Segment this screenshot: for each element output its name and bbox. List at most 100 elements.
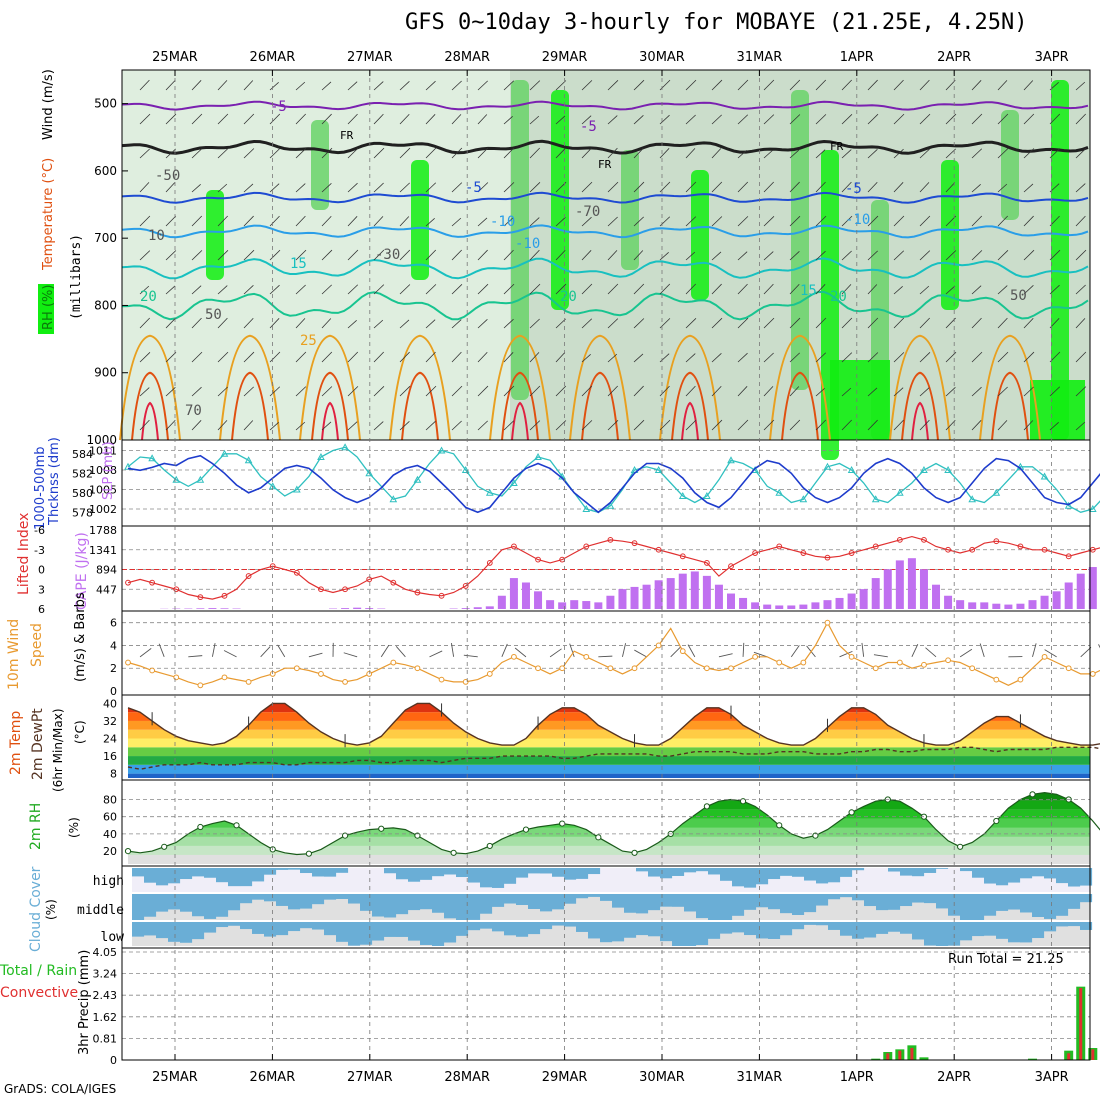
slp-point xyxy=(799,495,808,503)
cloud-bar xyxy=(576,922,589,932)
wind-speed-point xyxy=(438,676,445,683)
cloud-bar xyxy=(984,922,997,936)
cloud-bar xyxy=(240,922,253,930)
cloud-bar xyxy=(780,922,793,936)
cloud-bar xyxy=(1080,894,1093,903)
wind-barb xyxy=(501,643,508,658)
temperature-axis-label: Temperature (°C) xyxy=(41,158,56,271)
wind-barb xyxy=(997,215,1008,227)
wind-barb xyxy=(789,283,800,295)
cloud-bar xyxy=(300,868,313,874)
wind-barb xyxy=(191,420,202,431)
wind-barb xyxy=(425,147,437,159)
wind-barb xyxy=(429,650,443,658)
wind-barb xyxy=(399,182,410,193)
wind-barb xyxy=(165,250,177,261)
wind-barb xyxy=(763,283,774,295)
wind-barb xyxy=(321,147,333,159)
wind-barb xyxy=(867,79,878,91)
cloud-bar xyxy=(192,922,205,940)
lifted-index-point xyxy=(993,538,1000,545)
rh2-point xyxy=(993,817,1000,825)
wind-barb xyxy=(919,215,931,227)
cloud-bar xyxy=(276,922,289,936)
cloud-bar xyxy=(408,894,421,911)
wind-barb xyxy=(477,351,488,363)
wind-barb xyxy=(867,250,878,261)
cape-bar xyxy=(883,569,892,609)
wind-barb xyxy=(945,387,956,397)
date-label-top: 27MAR xyxy=(347,50,393,65)
temp-contour-minus5 xyxy=(121,100,1089,111)
cloud-bar xyxy=(744,922,757,936)
cape-bar xyxy=(365,608,374,609)
wind-barb xyxy=(997,351,1009,363)
wind-speed-point xyxy=(583,653,590,660)
wind-barb xyxy=(139,182,150,193)
freezing-level-contour xyxy=(121,139,1089,155)
wind-barb xyxy=(451,114,462,125)
cloud-bar xyxy=(780,894,793,914)
wind-barb xyxy=(1023,148,1035,159)
wind-barb xyxy=(269,215,280,227)
date-label-top: 25MAR xyxy=(152,50,198,65)
wind-barb xyxy=(841,419,852,431)
temp-contour-minus10 xyxy=(121,191,1089,204)
wind-barb xyxy=(997,148,1009,159)
temp-contour-25 xyxy=(569,334,631,441)
cloud-bar xyxy=(684,922,697,946)
wind-speed-point xyxy=(1089,671,1096,677)
date-label-top: 2APR xyxy=(937,50,971,65)
temp-contour-35 xyxy=(321,401,339,441)
wind-speed-point xyxy=(824,619,831,626)
cloud-bar xyxy=(192,894,205,917)
wind-barb xyxy=(139,387,150,397)
cloud-bar xyxy=(852,868,865,871)
lifted-index-point xyxy=(390,579,397,586)
t2-tick-label: 16 xyxy=(103,750,117,763)
cloud-bar xyxy=(816,868,829,884)
cloud-bar xyxy=(816,922,829,926)
cloud-bar xyxy=(792,868,805,877)
wind-barb xyxy=(373,147,385,159)
wind-barb xyxy=(971,148,983,159)
wind-barb xyxy=(763,216,775,227)
wind-barb xyxy=(633,147,644,159)
wind-barb xyxy=(607,318,619,329)
lifted-index-point xyxy=(245,573,252,579)
wind-barb xyxy=(925,647,937,658)
panel-frame xyxy=(121,947,1091,1061)
wind-barb xyxy=(919,182,930,193)
contour-label: -70 xyxy=(575,204,600,220)
wind-barb xyxy=(1049,249,1061,261)
wind-barb xyxy=(477,182,489,193)
wind-barb xyxy=(380,644,390,658)
wind-barb xyxy=(477,80,488,91)
wind-barb xyxy=(1075,421,1086,431)
wind-barb xyxy=(919,352,931,363)
contour-label: -50 xyxy=(155,168,180,184)
chart-title: GFS 0~10day 3-hourly for MOBAYE (21.25E,… xyxy=(405,10,1028,35)
cloud-bar xyxy=(780,868,793,876)
cloud-bar xyxy=(720,894,733,920)
cloud-bar xyxy=(192,868,205,877)
lifted-index-point xyxy=(197,594,204,601)
wind-speed-point xyxy=(366,671,373,677)
slp-point xyxy=(895,488,904,496)
wind-barb xyxy=(1075,351,1087,363)
wind-barb xyxy=(633,353,644,363)
rh2-tick-label: 40 xyxy=(103,828,117,841)
cape-bar xyxy=(871,578,880,609)
date-label-bottom: 3APR xyxy=(1035,1070,1069,1085)
wind-barb xyxy=(451,147,463,159)
slp-tick-label: 1005 xyxy=(89,484,117,497)
wind-barb xyxy=(841,284,852,295)
wind-barb xyxy=(555,385,567,397)
cape-bar xyxy=(1040,595,1049,609)
cloud-bar xyxy=(768,922,781,939)
cloud-bar xyxy=(900,868,913,876)
lifted-index-point xyxy=(414,589,421,596)
temp-contour-35 xyxy=(511,401,529,441)
wind-barb xyxy=(321,386,333,397)
wind-barb xyxy=(737,317,749,329)
